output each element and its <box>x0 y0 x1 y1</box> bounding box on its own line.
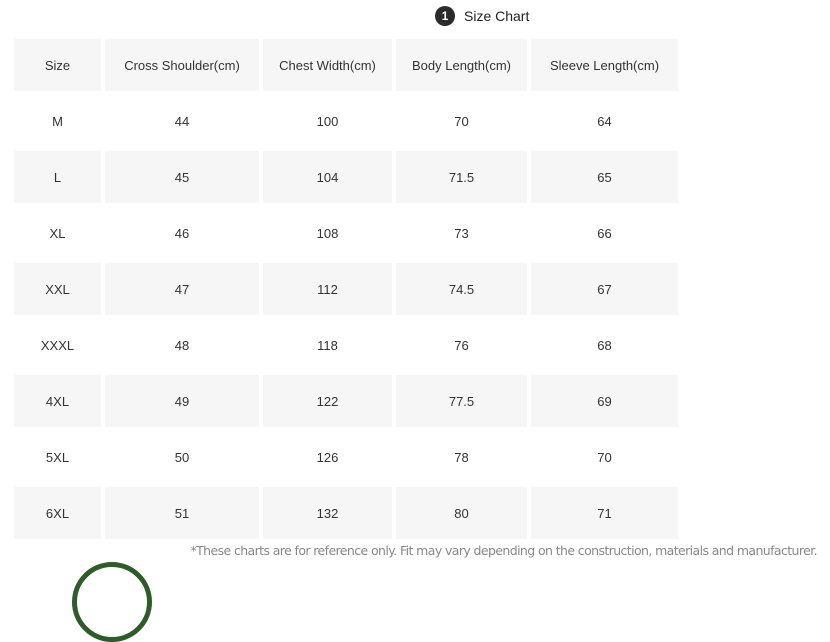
table-cell: 78 <box>454 449 469 465</box>
table-cell: 104 <box>263 151 392 203</box>
table-cell: 73 <box>454 225 469 241</box>
logo-circle-icon <box>72 562 152 642</box>
table-cell: 118 <box>317 337 338 353</box>
table-cell: XXL <box>14 263 101 315</box>
table-cell: 68 <box>597 337 612 353</box>
section-heading: 1 Size Chart <box>435 6 529 26</box>
table-cell: 44 <box>174 113 190 129</box>
table-cell: 64 <box>597 113 612 129</box>
table-cell: 74.5 <box>396 263 527 315</box>
table-cell: 132 <box>263 487 392 539</box>
column-header: Chest Width(cm) <box>263 39 392 91</box>
table-cell: 50 <box>174 449 190 465</box>
column-header: Sleeve Length(cm) <box>531 39 678 91</box>
table-cell: 69 <box>531 375 678 427</box>
table-cell: 77.5 <box>396 375 527 427</box>
table-cell: 126 <box>316 449 339 465</box>
step-number-badge: 1 <box>435 6 455 26</box>
table-row: M 44 100 70 64 <box>14 95 678 147</box>
table-cell: 48 <box>174 337 190 353</box>
table-cell: XXXL <box>40 337 75 353</box>
table-row: XXXL 48 118 76 68 <box>14 319 678 371</box>
table-cell: 65 <box>531 151 678 203</box>
column-header: Body Length(cm) <box>396 39 527 91</box>
table-cell: XL <box>49 225 66 241</box>
table-cell: 108 <box>316 225 339 241</box>
table-cell: 51 <box>105 487 259 539</box>
table-cell: 67 <box>531 263 678 315</box>
table-cell: 47 <box>105 263 259 315</box>
table-cell: 80 <box>396 487 527 539</box>
size-chart-table: Size Cross Shoulder(cm) Chest Width(cm) Bod… <box>10 35 682 543</box>
section-title: Size Chart <box>464 8 530 24</box>
table-cell: 45 <box>105 151 259 203</box>
table-cell: 76 <box>454 337 469 353</box>
table-row: XL 46 108 73 66 <box>14 207 678 259</box>
table-cell: 100 <box>316 113 339 129</box>
table-header-row: Size Cross Shoulder(cm) Chest Width(cm) Bod… <box>14 39 678 91</box>
table-row: 5XL 50 126 78 70 <box>14 431 678 483</box>
table-cell: 70 <box>454 113 469 129</box>
column-header: Cross Shoulder(cm) <box>105 39 259 91</box>
disclaimer-note: *These charts are for reference only. Fi… <box>190 543 817 558</box>
table-cell: 5XL <box>45 449 70 465</box>
table-row: 4XL 49 122 77.5 69 <box>14 375 678 427</box>
table-row: 6XL 51 132 80 71 <box>14 487 678 539</box>
table-cell: 112 <box>263 263 392 315</box>
table-row: L 45 104 71.5 65 <box>14 151 678 203</box>
table-cell: 66 <box>597 225 612 241</box>
table-cell: 4XL <box>14 375 101 427</box>
table-cell: 6XL <box>14 487 101 539</box>
table-row: XXL 47 112 74.5 67 <box>14 263 678 315</box>
table-cell: 71 <box>531 487 678 539</box>
table-cell: L <box>14 151 101 203</box>
column-header: Size <box>14 39 101 91</box>
table-cell: 49 <box>105 375 259 427</box>
table-cell: 71.5 <box>396 151 527 203</box>
table-cell: M <box>52 113 63 129</box>
table-cell: 122 <box>263 375 392 427</box>
table-cell: 46 <box>174 225 190 241</box>
table-cell: 70 <box>597 449 612 465</box>
